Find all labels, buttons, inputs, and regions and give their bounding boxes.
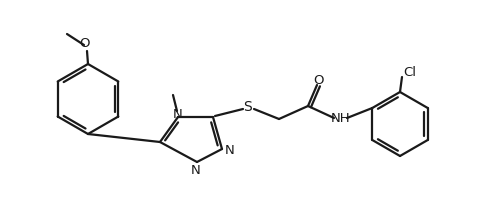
Text: O: O [79, 36, 89, 49]
Text: Cl: Cl [404, 65, 416, 78]
Text: N: N [173, 107, 183, 120]
Text: N: N [191, 164, 201, 177]
Text: O: O [313, 73, 323, 86]
Text: S: S [244, 100, 252, 114]
Text: NH: NH [331, 112, 351, 125]
Text: N: N [225, 144, 235, 157]
